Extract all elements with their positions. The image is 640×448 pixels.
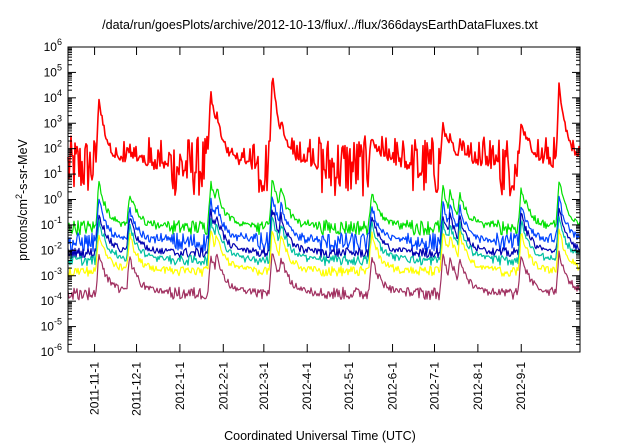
y-tick-label: 102 bbox=[44, 139, 62, 156]
y-tick-label: 10-6 bbox=[41, 342, 62, 359]
y-tick-label: 10-5 bbox=[41, 317, 62, 334]
y-tick-base: 10 bbox=[44, 116, 58, 130]
y-tick-base: 10 bbox=[41, 294, 55, 308]
x-tick-label: 2012-9-1 bbox=[514, 362, 528, 410]
y-tick-label: 10-4 bbox=[41, 291, 62, 308]
y-axis-label-exponent: 2 bbox=[13, 194, 24, 200]
x-tick-label: 2011-12-1 bbox=[130, 362, 144, 416]
y-tick-label: 10-2 bbox=[41, 240, 62, 257]
y-tick-label: 100 bbox=[44, 190, 62, 207]
series-line-5 bbox=[67, 228, 581, 277]
series-line-2 bbox=[67, 195, 581, 253]
y-tick-exponent: -3 bbox=[54, 266, 62, 276]
y-tick-base: 10 bbox=[44, 142, 58, 156]
y-tick-label: 103 bbox=[44, 113, 62, 130]
y-tick-exponent: 4 bbox=[57, 88, 62, 98]
y-tick-label: 10-3 bbox=[41, 266, 62, 283]
y-tick-label: 106 bbox=[44, 37, 62, 54]
y-tick-exponent: 2 bbox=[57, 139, 62, 149]
x-tick-label: 2012-3-1 bbox=[257, 362, 271, 410]
y-tick-label: 104 bbox=[44, 88, 62, 105]
y-tick-base: 10 bbox=[44, 91, 58, 105]
y-tick-exponent: -4 bbox=[54, 291, 62, 301]
plot-frame bbox=[67, 46, 581, 353]
chart-title: /data/run/goesPlots/archive/2012-10-13/f… bbox=[102, 18, 538, 32]
y-tick-base: 10 bbox=[44, 193, 58, 207]
y-tick-exponent: -2 bbox=[54, 240, 62, 250]
x-tick-label: 2012-4-1 bbox=[300, 362, 314, 410]
y-tick-base: 10 bbox=[41, 269, 55, 283]
y-tick-exponent: -1 bbox=[54, 215, 62, 225]
y-tick-exponent: -5 bbox=[54, 317, 62, 327]
y-tick-exponent: -6 bbox=[54, 342, 62, 352]
x-axis-label: Coordinated Universal Time (UTC) bbox=[224, 429, 416, 443]
series-line-4 bbox=[67, 216, 581, 267]
x-tick-label: 2012-5-1 bbox=[342, 362, 356, 410]
y-tick-base: 10 bbox=[41, 345, 55, 359]
x-tick-label: 2011-11-1 bbox=[88, 362, 102, 415]
y-axis-label: protons/cm2-s-sr-MeV bbox=[14, 139, 30, 261]
series-line-1 bbox=[67, 179, 581, 236]
x-tick-label: 2012-8-1 bbox=[471, 362, 485, 410]
x-tick-label: 2012-7-1 bbox=[428, 362, 442, 410]
x-tick-label: 2012-2-1 bbox=[216, 362, 230, 410]
y-tick-exponent: 3 bbox=[57, 113, 62, 123]
series-line-3 bbox=[67, 207, 581, 259]
y-tick-exponent: 0 bbox=[57, 190, 62, 200]
y-tick-label: 105 bbox=[44, 62, 62, 79]
x-tick-label: 2012-1-1 bbox=[173, 362, 187, 410]
y-tick-base: 10 bbox=[44, 40, 58, 54]
y-tick-base: 10 bbox=[41, 218, 55, 232]
y-tick-base: 10 bbox=[41, 243, 55, 257]
series-layer bbox=[67, 77, 581, 301]
series-line-0 bbox=[67, 77, 581, 197]
axis-layer: 10-610-510-410-310-210-11001011021031041… bbox=[41, 37, 580, 416]
y-tick-base: 10 bbox=[44, 167, 58, 181]
y-tick-exponent: 5 bbox=[57, 62, 62, 72]
y-tick-label: 101 bbox=[44, 164, 62, 181]
y-tick-base: 10 bbox=[44, 65, 58, 79]
y-tick-exponent: 6 bbox=[57, 37, 62, 47]
y-tick-exponent: 1 bbox=[57, 164, 62, 174]
x-tick-label: 2012-6-1 bbox=[386, 362, 400, 410]
y-tick-base: 10 bbox=[41, 320, 55, 334]
y-tick-label: 10-1 bbox=[41, 215, 62, 232]
series-line-6 bbox=[67, 250, 581, 301]
y-axis-label-prefix: protons/cm bbox=[16, 199, 31, 261]
y-axis-label-suffix: -s-sr-MeV bbox=[16, 139, 31, 194]
